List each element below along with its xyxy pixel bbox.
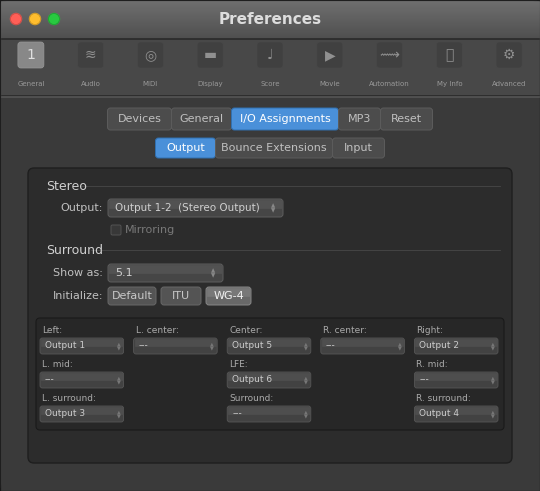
FancyBboxPatch shape [496,42,522,68]
Text: Output: Output [166,143,205,153]
FancyBboxPatch shape [156,138,215,158]
Text: ▼: ▼ [211,273,215,278]
Text: ◎: ◎ [144,48,157,62]
Text: Score: Score [260,81,280,87]
FancyBboxPatch shape [18,42,44,68]
Text: ▼: ▼ [210,346,214,351]
Bar [1,22,539,23]
Bar [1,1,539,2]
Text: Show as:: Show as: [53,268,103,278]
Text: L. mid:: L. mid: [42,360,73,369]
FancyBboxPatch shape [414,372,498,388]
Text: ▲: ▲ [304,342,308,347]
Text: ▼: ▼ [117,346,120,351]
Text: ▶: ▶ [325,48,335,62]
Text: ▼: ▼ [491,346,495,351]
Text: ▲: ▲ [211,269,215,273]
Text: LFE:: LFE: [229,360,248,369]
Bar [1,39,539,96]
FancyBboxPatch shape [40,338,124,354]
Bar [228,339,310,346]
Text: ▼: ▼ [304,346,308,351]
Text: General: General [179,114,224,124]
FancyBboxPatch shape [414,338,498,354]
FancyBboxPatch shape [317,42,343,68]
Bar [415,373,497,380]
Text: R. surround:: R. surround: [416,394,471,403]
Text: ⟿: ⟿ [380,48,400,62]
Text: Left:: Left: [42,326,62,335]
Bar [1,14,539,15]
Text: ▲: ▲ [271,203,275,209]
Text: ▼: ▼ [271,209,275,214]
FancyBboxPatch shape [381,108,433,130]
Bar [1,10,539,11]
Text: Automation: Automation [369,81,410,87]
Bar [1,15,539,16]
Text: Mirroring: Mirroring [125,225,176,235]
FancyBboxPatch shape [138,42,164,68]
FancyBboxPatch shape [161,287,201,305]
FancyBboxPatch shape [108,287,156,305]
Text: ▼: ▼ [117,380,120,384]
Text: Output 2: Output 2 [420,342,460,351]
Bar [1,3,539,4]
FancyBboxPatch shape [227,406,311,422]
Bar [1,27,539,28]
FancyBboxPatch shape [376,42,402,68]
Bar [41,407,123,414]
Text: ---: --- [139,342,148,351]
Bar [1,24,539,25]
FancyBboxPatch shape [227,338,311,354]
Bar [228,373,310,380]
FancyBboxPatch shape [108,199,283,217]
FancyBboxPatch shape [78,42,104,68]
Bar [1,37,539,38]
Text: I/O Assignments: I/O Assignments [240,114,330,124]
Bar [1,35,539,36]
Bar [1,12,539,13]
Text: General: General [17,81,45,87]
Text: Advanced: Advanced [492,81,526,87]
Bar [1,95,539,96]
Text: Output 4: Output 4 [420,409,460,418]
Text: Devices: Devices [118,114,161,124]
FancyBboxPatch shape [108,264,223,282]
Bar [1,19,539,20]
FancyBboxPatch shape [28,168,512,463]
Text: Bounce Extensions: Bounce Extensions [221,143,327,153]
Bar [1,7,539,8]
Bar [109,265,222,273]
Text: Output 1: Output 1 [45,342,85,351]
FancyBboxPatch shape [206,287,251,305]
Bar [1,18,539,19]
Text: ▲: ▲ [491,376,495,381]
Text: Display: Display [198,81,223,87]
Bar [41,339,123,346]
FancyBboxPatch shape [40,372,124,388]
FancyBboxPatch shape [321,338,404,354]
Bar [109,200,282,208]
Text: L. surround:: L. surround: [42,394,96,403]
FancyBboxPatch shape [172,108,232,130]
Circle shape [10,13,22,25]
Text: Audio: Audio [80,81,100,87]
Bar [1,34,539,35]
FancyBboxPatch shape [111,225,121,235]
Text: ▼: ▼ [304,380,308,384]
Text: ---: --- [420,376,429,384]
Bar [1,96,539,97]
Text: L. center:: L. center: [136,326,179,335]
Text: Movie: Movie [320,81,340,87]
FancyBboxPatch shape [232,108,339,130]
Text: ▲: ▲ [210,342,214,347]
Text: Initialize:: Initialize: [52,291,103,301]
Bar [1,31,539,32]
Text: Output 5: Output 5 [232,342,272,351]
Bar [228,407,310,414]
Text: ▲: ▲ [304,376,308,381]
Text: 5.1: 5.1 [115,268,133,278]
Text: Center:: Center: [229,326,262,335]
Bar [1,23,539,24]
